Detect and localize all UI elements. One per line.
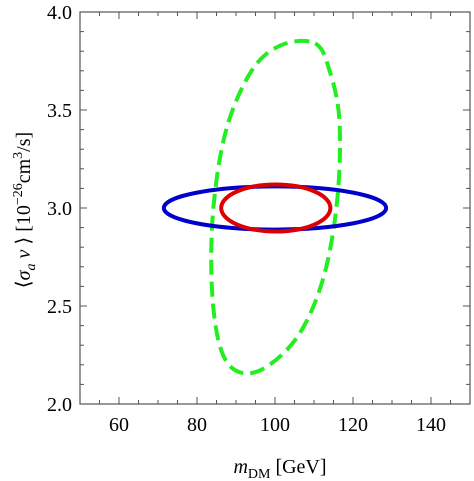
x-tick-label: 120 [338,414,368,436]
y-tick-label: 2.0 [47,394,72,416]
x-tick-label: 140 [416,414,446,436]
contour-2 [219,182,333,234]
y-axis-label: ⟨σa v ⟩ [10−26cm3/s] [11,132,39,288]
y-tick-label: 3.5 [47,100,72,122]
plot-area [161,38,389,376]
contour-0 [209,38,342,376]
y-tick-label: 3.0 [47,198,72,220]
x-tick-label: 80 [187,414,207,436]
y-tick-label: 2.5 [47,296,72,318]
axes: 60 80 100 120 140 2.0 2.5 3.0 3.5 4.0 [47,2,471,436]
y-tick-label: 4.0 [47,2,72,24]
x-tick-label: 100 [260,414,290,436]
contour-1 [161,184,389,232]
x-axis-label: mDM [GeV] [233,456,326,481]
x-tick-label: 60 [109,414,129,436]
